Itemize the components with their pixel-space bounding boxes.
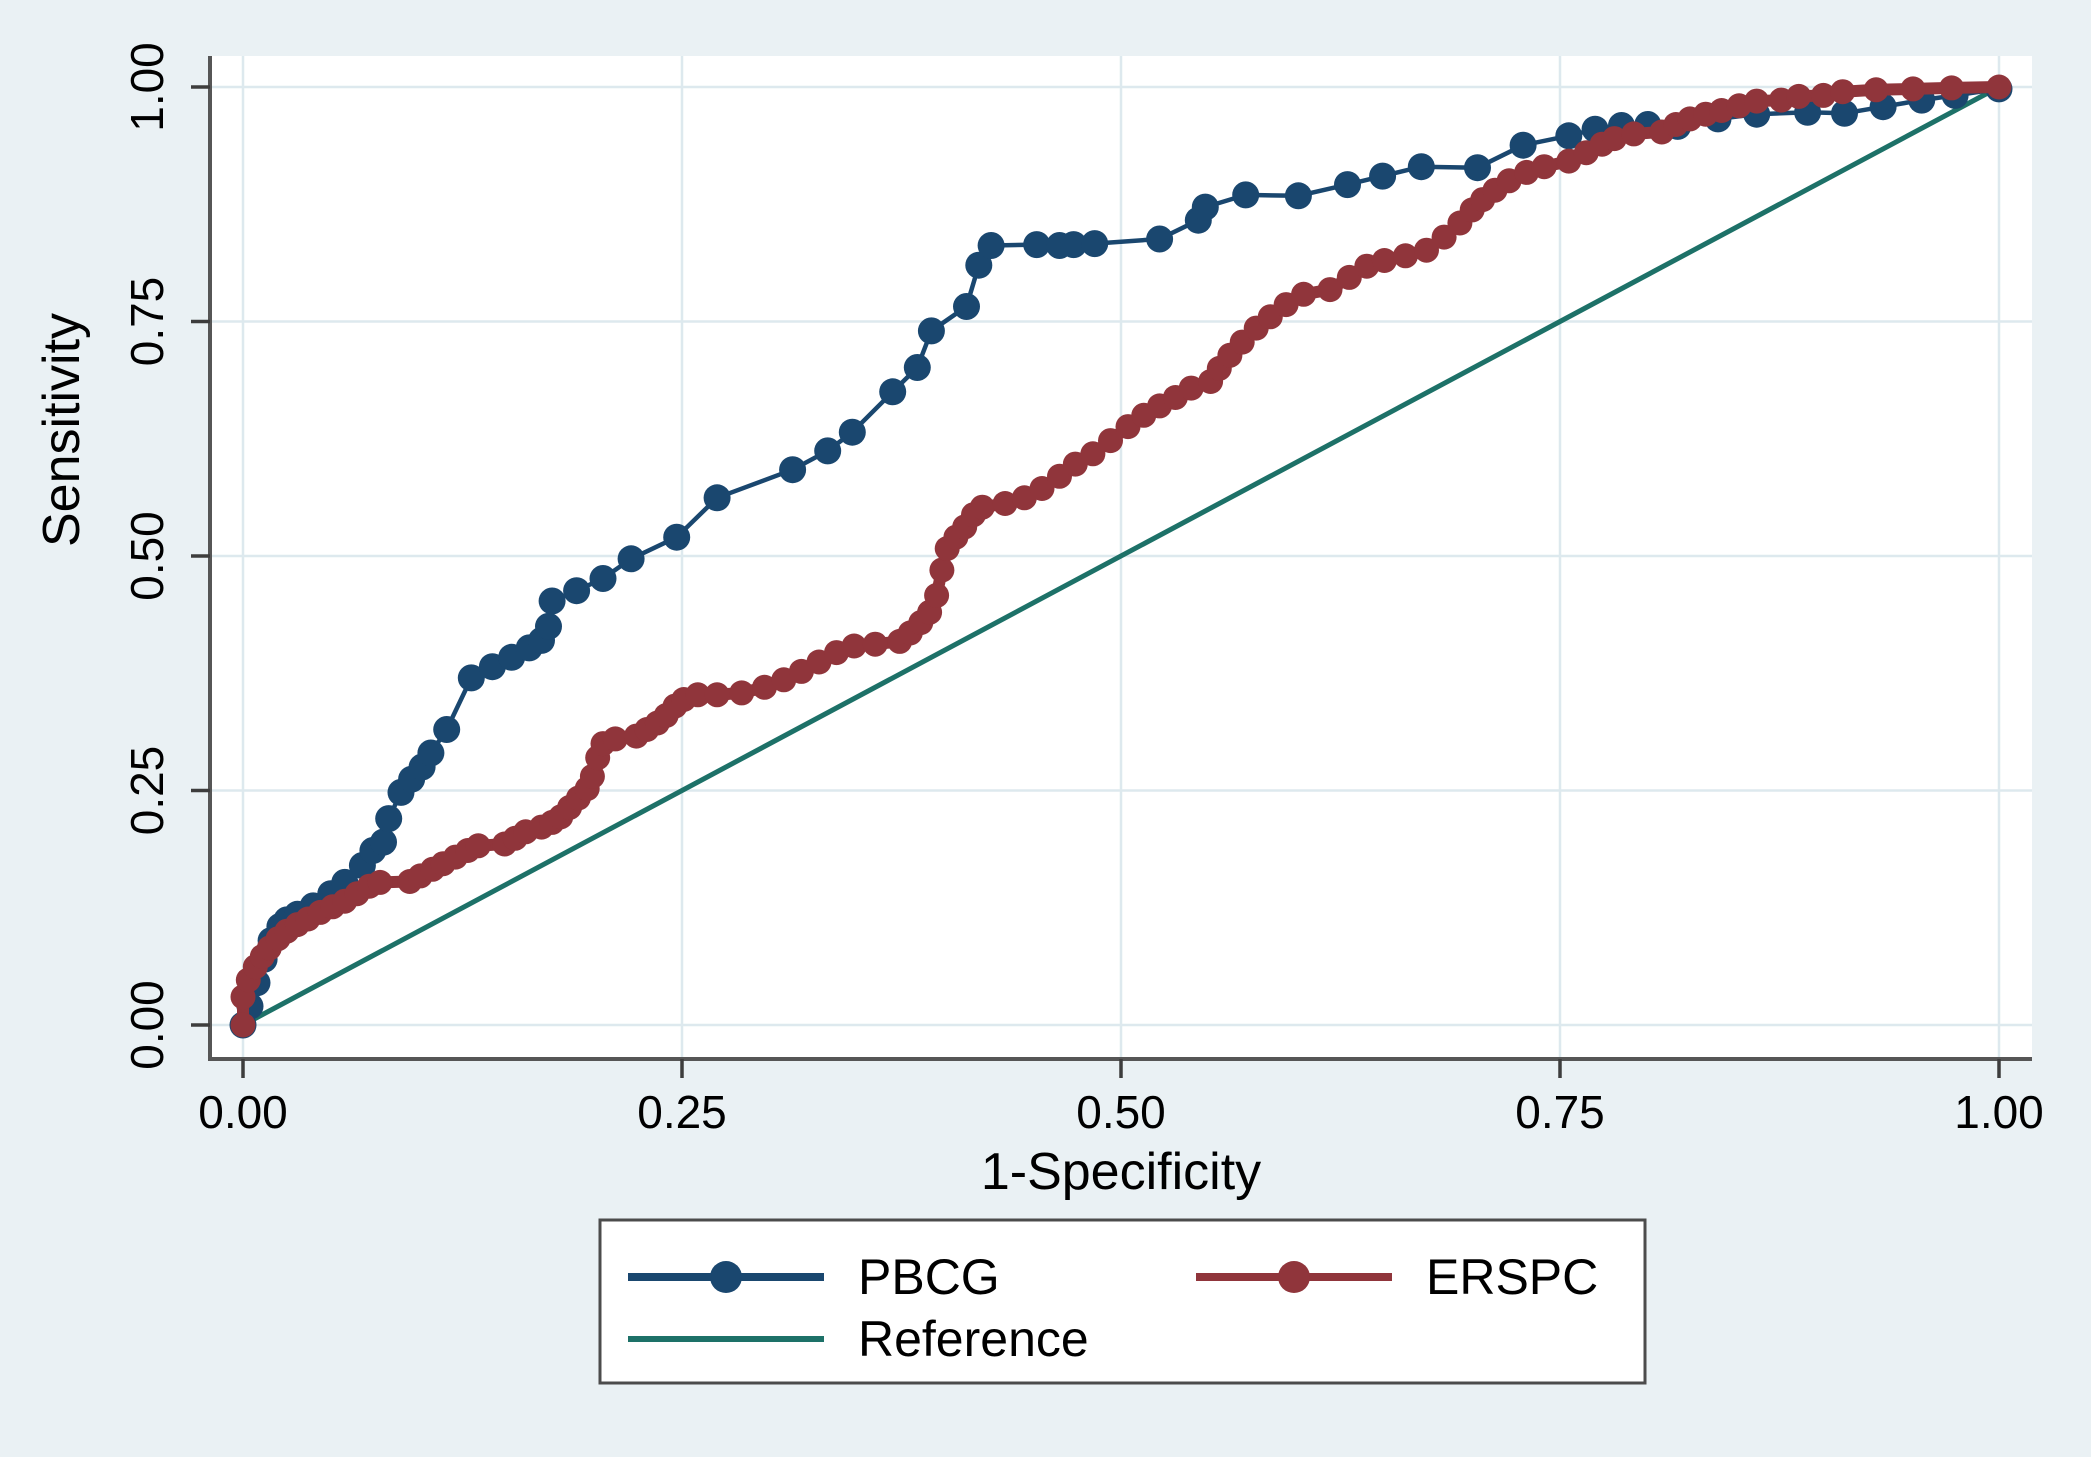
x-tick-label: 0.25	[637, 1086, 727, 1138]
legend-sample-marker-pbcg	[710, 1261, 742, 1293]
erspc-marker	[924, 582, 950, 608]
series-reference	[240, 84, 2002, 1028]
pbcg-marker	[1146, 225, 1174, 253]
y-axis-title: Sensitivity	[33, 313, 91, 547]
erspc-marker	[1291, 281, 1317, 307]
pbcg-marker	[917, 317, 945, 345]
erspc-marker	[969, 494, 995, 520]
erspc-marker	[1393, 243, 1418, 269]
erspc-marker	[1317, 277, 1343, 303]
erspc-marker	[1371, 248, 1397, 273]
pbcg-marker	[1509, 131, 1537, 159]
pbcg-marker	[375, 805, 403, 833]
pbcg-marker	[965, 251, 993, 279]
pbcg-marker	[433, 716, 461, 743]
erspc-marker	[1863, 77, 1889, 103]
erspc-marker	[1080, 441, 1106, 467]
pbcg-marker	[370, 828, 397, 856]
pbcg-marker	[977, 232, 1005, 259]
erspc-marker	[230, 1012, 256, 1038]
erspc-marker	[1744, 88, 1770, 114]
series-erspc	[230, 74, 2012, 1038]
pbcg-marker	[1407, 153, 1435, 181]
erspc-marker	[1939, 75, 1965, 101]
erspc-marker	[1414, 237, 1439, 263]
pbcg-marker	[1023, 231, 1051, 259]
erspc-marker	[1098, 428, 1123, 454]
pbcg-marker	[1831, 99, 1858, 127]
erspc-marker	[685, 682, 711, 708]
pbcg-marker	[417, 739, 445, 767]
pbcg-marker	[1334, 171, 1361, 199]
pbcg-marker	[1284, 182, 1312, 210]
pbcg-marker	[838, 418, 866, 446]
legend-label-reference: Reference	[858, 1311, 1089, 1367]
erspc-marker	[602, 726, 628, 752]
pbcg-marker	[535, 612, 562, 640]
erspc-marker	[1830, 79, 1856, 105]
x-tick-label: 0.50	[1076, 1086, 1166, 1138]
erspc-marker	[1601, 126, 1627, 152]
pbcg-marker	[814, 437, 842, 465]
y-tick-label: 0.75	[121, 277, 173, 367]
pbcg-marker	[1555, 122, 1583, 150]
pbcg-marker	[1060, 231, 1088, 259]
legend-label-erspc: ERSPC	[1426, 1249, 1598, 1305]
pbcg-marker	[1369, 162, 1397, 190]
erspc-marker	[992, 491, 1018, 516]
erspc-marker	[1029, 476, 1055, 501]
y-tick-label: 1.00	[121, 42, 173, 132]
erspc-marker	[862, 631, 888, 657]
pbcg-marker	[538, 587, 566, 615]
erspc-marker	[1621, 121, 1647, 147]
y-tick-label: 0.50	[121, 511, 173, 601]
erspc-marker	[1900, 76, 1926, 102]
pbcg-marker	[589, 565, 617, 592]
reference-line	[240, 84, 2002, 1028]
x-tick-label: 0.75	[1515, 1086, 1605, 1138]
x-tick-label: 0.00	[198, 1086, 288, 1138]
series-layer	[229, 74, 2013, 1039]
pbcg-marker	[703, 484, 731, 512]
erspc-marker	[752, 674, 777, 700]
pbcg-marker	[563, 577, 591, 605]
erspc-marker	[1986, 74, 2012, 100]
x-tick-label: 1.00	[1954, 1086, 2044, 1138]
pbcg-marker	[879, 378, 907, 406]
pbcg-marker	[457, 664, 485, 692]
axes	[191, 56, 2032, 1078]
erspc-marker	[367, 869, 393, 895]
erspc-marker	[1531, 154, 1557, 180]
erspc-marker	[704, 682, 730, 708]
erspc-marker	[465, 833, 491, 859]
pbcg-marker	[779, 456, 807, 484]
erspc-marker	[841, 633, 867, 659]
pbcg-marker	[903, 354, 931, 381]
legend-box	[598, 1218, 1647, 1385]
pbcg-marker	[1464, 154, 1491, 182]
pbcg-marker	[1081, 230, 1109, 258]
x-axis-title: 1-Specificity	[981, 1143, 1261, 1201]
pbcg-marker	[953, 293, 980, 320]
erspc-marker	[1178, 375, 1204, 401]
y-tick-label: 0.00	[121, 980, 173, 1070]
erspc-marker	[729, 680, 755, 706]
pbcg-marker	[1232, 181, 1260, 209]
tick-labels: 0.00 0.25 0.50 0.75 1.00 0.00 0.25 0.50 0.75 1.00	[121, 42, 2044, 1138]
legend: PBCG ERSPC Reference	[598, 1218, 1647, 1385]
y-tick-label: 0.25	[121, 746, 173, 836]
legend-sample-marker-erspc	[1278, 1261, 1310, 1293]
pbcg-marker	[617, 545, 645, 573]
pbcg-marker	[663, 523, 691, 551]
erspc-marker	[929, 557, 955, 583]
legend-label-pbcg: PBCG	[858, 1249, 1000, 1305]
erspc-marker	[1810, 82, 1836, 108]
pbcg-marker	[1191, 193, 1219, 221]
erspc-marker	[1786, 83, 1812, 109]
